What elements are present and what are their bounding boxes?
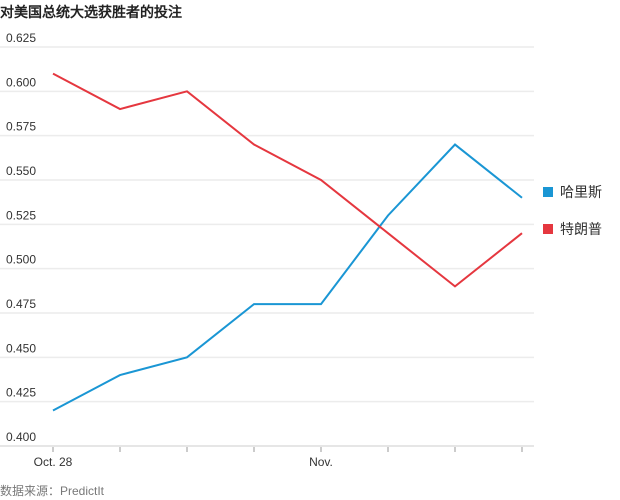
x-tick-label: Nov. <box>309 455 333 469</box>
legend-label: 哈里斯 <box>560 184 602 200</box>
y-tick-label: 0.550 <box>6 164 36 178</box>
chart-source: 数据来源：PredictIt <box>0 484 105 498</box>
legend-swatch <box>543 224 553 234</box>
x-tick-label: Oct. 28 <box>34 455 73 469</box>
series-line-0 <box>52 143 523 412</box>
series-line-1 <box>52 72 523 288</box>
y-tick-label: 0.575 <box>6 120 36 134</box>
chart-title: 对美国总统大选获胜者的投注 <box>0 4 182 20</box>
y-tick-label: 0.525 <box>6 208 36 222</box>
y-tick-label: 0.450 <box>6 341 36 355</box>
y-tick-label: 0.400 <box>6 430 36 444</box>
y-tick-label: 0.500 <box>6 253 36 267</box>
y-tick-label: 0.475 <box>6 297 36 311</box>
y-tick-label: 0.625 <box>6 31 36 45</box>
y-tick-label: 0.425 <box>6 386 36 400</box>
y-tick-label: 0.600 <box>6 75 36 89</box>
legend-swatch <box>543 187 553 197</box>
legend-label: 特朗普 <box>560 221 602 237</box>
